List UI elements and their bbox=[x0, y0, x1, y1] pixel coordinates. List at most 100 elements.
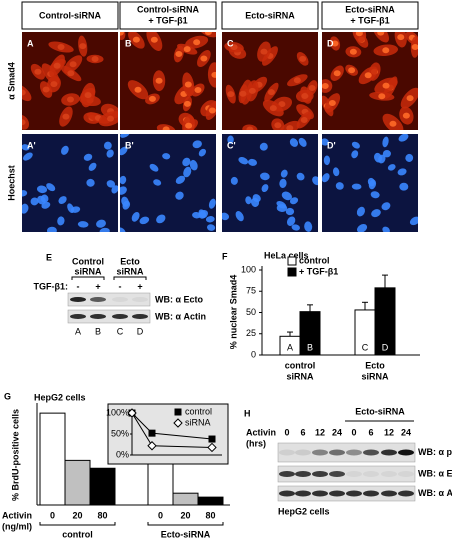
y-tick-label: 100% bbox=[106, 407, 129, 417]
lane-label: 12 bbox=[384, 427, 394, 437]
treatment-sign: - bbox=[119, 281, 122, 291]
y-tick-label: 25 bbox=[246, 328, 256, 338]
nucleus bbox=[398, 134, 409, 142]
band bbox=[90, 314, 106, 319]
band bbox=[329, 471, 345, 477]
marker bbox=[148, 429, 156, 437]
nucleus bbox=[106, 149, 114, 158]
micrograph bbox=[222, 32, 318, 130]
nucleus bbox=[357, 224, 368, 232]
nucleus bbox=[364, 72, 372, 79]
blot-label: WB: α Ecto bbox=[418, 468, 452, 478]
band bbox=[279, 449, 295, 456]
nucleus bbox=[22, 89, 26, 96]
nucleus bbox=[120, 134, 130, 138]
dose-label: 80 bbox=[205, 510, 215, 520]
band bbox=[132, 314, 148, 319]
panel-label: B bbox=[125, 38, 132, 48]
nucleus bbox=[84, 92, 92, 99]
column-header-box bbox=[119, 1, 217, 30]
lane-label: B bbox=[95, 326, 101, 336]
column-header: + TGF-β1 bbox=[148, 15, 187, 25]
nucleus bbox=[200, 55, 208, 62]
band bbox=[381, 471, 397, 477]
nucleus bbox=[120, 227, 126, 232]
column-header-box bbox=[321, 1, 419, 30]
legend-swatch bbox=[287, 267, 297, 277]
nucleus bbox=[308, 84, 316, 91]
footer: HepG2 cells bbox=[278, 506, 330, 516]
nucleus bbox=[382, 47, 390, 54]
nucleus bbox=[184, 81, 192, 88]
nucleus bbox=[208, 198, 216, 209]
bracket bbox=[39, 522, 116, 526]
nucleus bbox=[58, 196, 67, 204]
nucleus bbox=[42, 86, 50, 93]
nucleus bbox=[67, 203, 75, 214]
nucleus bbox=[183, 46, 191, 53]
nucleus bbox=[298, 137, 307, 147]
nucleus bbox=[46, 226, 57, 232]
dose-label: 0 bbox=[158, 510, 163, 520]
marker bbox=[147, 441, 157, 451]
panel-label: D' bbox=[327, 140, 336, 150]
nucleus bbox=[91, 55, 99, 62]
band bbox=[363, 490, 379, 497]
band bbox=[295, 471, 311, 477]
nucleus bbox=[399, 182, 409, 191]
nucleus bbox=[99, 227, 110, 232]
band bbox=[381, 449, 397, 456]
nucleus bbox=[120, 146, 128, 156]
nucleus bbox=[397, 168, 407, 176]
nucleus bbox=[246, 126, 254, 130]
nucleus bbox=[22, 203, 29, 214]
nucleus bbox=[322, 83, 329, 90]
band bbox=[312, 449, 328, 456]
nucleus bbox=[120, 32, 124, 36]
nucleus bbox=[62, 113, 70, 120]
band bbox=[90, 297, 106, 302]
nucleus bbox=[289, 197, 299, 205]
legend-marker bbox=[174, 408, 182, 416]
nucleus bbox=[278, 101, 286, 108]
nucleus bbox=[36, 185, 48, 194]
nucleus bbox=[227, 135, 234, 144]
bar bbox=[89, 467, 116, 506]
column-header-box bbox=[21, 1, 119, 30]
nucleus bbox=[381, 202, 391, 211]
band bbox=[312, 471, 328, 477]
nucleus bbox=[280, 169, 288, 178]
panel-label: A bbox=[27, 38, 34, 48]
nucleus bbox=[22, 119, 26, 126]
panel-label: H bbox=[244, 408, 251, 418]
dose-label: 20 bbox=[72, 510, 82, 520]
treatment-sign: + bbox=[95, 281, 100, 291]
x-axis-label: Activin bbox=[2, 510, 32, 520]
nucleus bbox=[370, 191, 380, 199]
group-label: Ecto-siRNA bbox=[161, 529, 211, 539]
y-tick-label: 75 bbox=[246, 286, 256, 296]
nucleus bbox=[276, 200, 287, 209]
bar-label: A bbox=[287, 342, 293, 352]
band bbox=[346, 449, 362, 456]
micrograph bbox=[222, 134, 318, 232]
nucleus bbox=[222, 212, 230, 221]
treatment-sign: - bbox=[77, 281, 80, 291]
bar bbox=[172, 492, 199, 506]
lane-label: 12 bbox=[315, 427, 325, 437]
nucleus bbox=[355, 32, 363, 37]
nucleus bbox=[239, 90, 247, 97]
nucleus bbox=[356, 206, 365, 217]
y-axis-label: % nuclear Smad4 bbox=[228, 275, 238, 350]
band bbox=[279, 471, 295, 477]
column-header: Ecto-siRNA bbox=[345, 4, 395, 14]
bar bbox=[64, 459, 91, 506]
nucleus bbox=[198, 209, 209, 219]
row-label: α Smad4 bbox=[6, 62, 16, 100]
nucleus bbox=[88, 162, 97, 171]
row-label: Hoechst bbox=[6, 165, 16, 201]
nucleus bbox=[351, 183, 362, 190]
x-tick-label: control bbox=[285, 360, 316, 370]
nucleus bbox=[289, 138, 299, 147]
